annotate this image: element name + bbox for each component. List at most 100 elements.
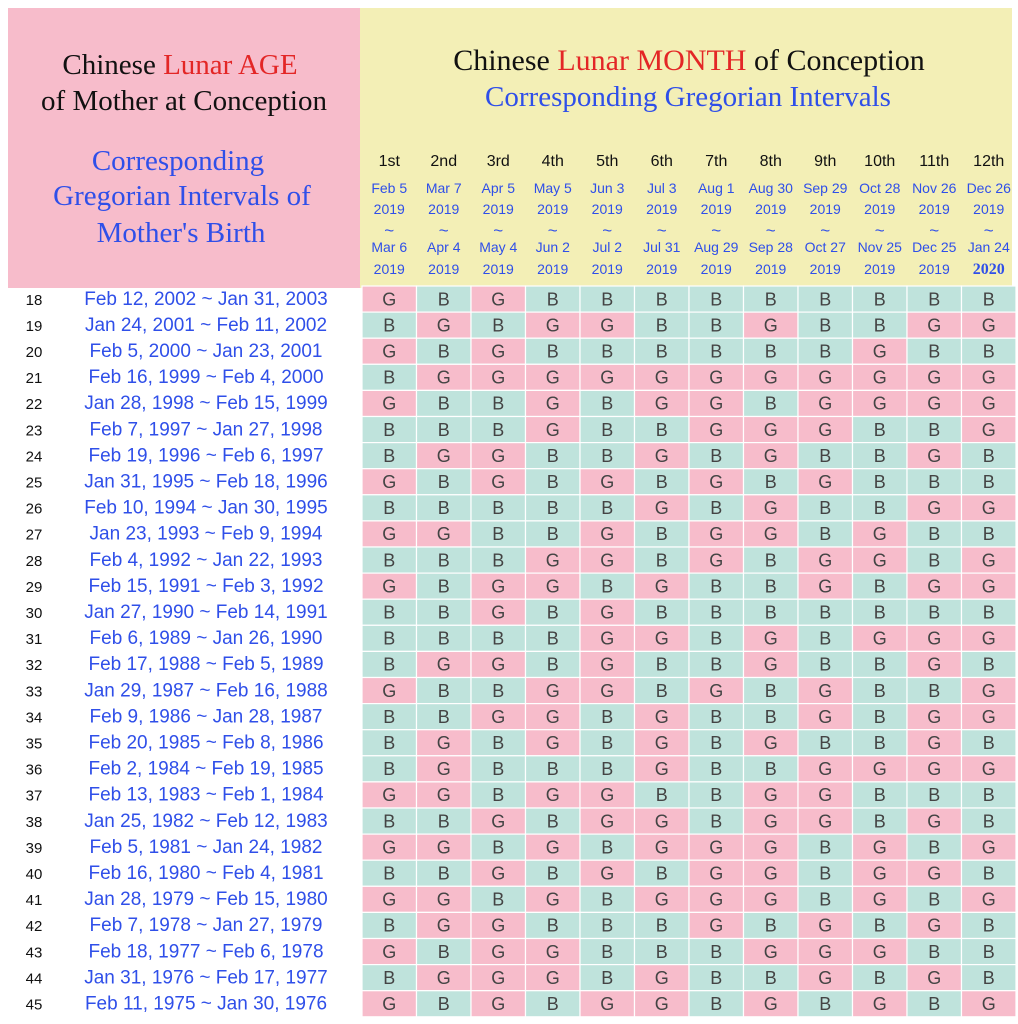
cell-25-3: G [470,468,527,496]
cell-21-2: G [415,363,472,391]
girl-mark: G [818,681,832,701]
cell-background [851,807,908,835]
boy-mark: B [710,603,722,623]
girl-mark: G [873,890,887,910]
cell-29-3: G [470,572,527,600]
cell-background [960,963,1017,992]
cell-31-1: B [361,624,418,652]
row-label-27: 27 Jan 23, 1993 ~ Feb 9, 1994 [26,524,323,545]
cell-19-8: G [742,311,799,339]
boy-mark: B [983,603,995,623]
cell-34-4: G [524,702,581,731]
cell-41-5: B [579,885,636,913]
cell-background [906,494,963,522]
cell-35-12: B [960,729,1017,757]
cell-background [906,990,963,1018]
birth-interval-label: Feb 20, 1985 ~ Feb 8, 1986 [88,732,323,753]
girl-mark: G [546,368,560,388]
girl-mark: G [546,837,560,857]
boy-mark: B [547,759,559,779]
month-separator: ~ [875,221,885,240]
age-label: 33 [26,683,43,700]
boy-mark: B [710,446,722,466]
boy-mark: B [383,603,395,623]
cell-background [960,285,1017,313]
girl-mark: G [709,368,723,388]
boy-mark: B [383,759,395,779]
cell-21-6: G [633,363,690,391]
cell-background [361,494,418,522]
left-title-highlight: Lunar AGE [163,49,298,81]
cell-29-2: B [415,572,472,600]
cell-28-3: B [470,546,527,574]
cell-27-1: G [361,520,418,548]
cell-background [633,520,690,548]
month-separator: ~ [493,221,503,240]
month-separator: ~ [439,221,449,240]
cell-background [579,311,636,339]
girl-mark: G [600,315,614,335]
cell-43-1: G [361,937,418,966]
cell-19-1: B [361,311,418,339]
cell-background [361,755,418,783]
cell-37-10: B [851,781,908,809]
cell-22-9: G [797,389,854,418]
boy-mark: B [492,785,504,805]
cell-20-9: B [797,337,854,365]
cell-36-8: B [742,755,799,783]
cell-18-5: B [579,285,636,313]
girl-mark: G [709,916,723,936]
girl-mark: G [982,420,996,440]
row-label-28: 28 Feb 4, 1992 ~ Jan 22, 1993 [26,550,323,571]
cell-28-12: G [960,546,1017,574]
boy-mark: B [874,681,886,701]
cell-background [470,702,527,731]
row-label-22: 22 Jan 28, 1998 ~ Feb 15, 1999 [26,393,328,414]
girl-mark: G [600,994,614,1014]
cell-25-7: G [688,468,745,496]
cell-background [906,781,963,809]
cell-22-2: B [415,389,472,418]
cell-background [906,937,963,966]
cell-background [633,937,690,966]
boy-mark: B [928,289,940,309]
cell-41-9: B [797,885,854,913]
girl-mark: G [927,733,941,753]
cell-26-8: G [742,494,799,522]
right-title-prefix: Chinese [453,44,557,77]
girl-mark: G [873,864,887,884]
boy-mark: B [765,968,777,988]
girl-mark: G [546,733,560,753]
month-start-year: 2019 [483,201,514,217]
boy-mark: B [819,289,831,309]
cell-41-10: G [851,885,908,913]
cell-26-5: B [579,494,636,522]
month-label: 10th [864,153,895,170]
boy-mark: B [492,420,504,440]
row-label-24: 24 Feb 19, 1996 ~ Feb 6, 1997 [26,445,324,466]
cell-43-11: B [906,937,963,966]
boy-mark: B [383,916,395,936]
right-title-highlight: Lunar MONTH [557,44,746,77]
boy-mark: B [438,603,450,623]
girl-mark: G [655,446,669,466]
cell-30-7: B [688,598,745,626]
girl-mark: G [655,968,669,988]
cell-background [851,624,908,652]
cell-background [960,494,1017,522]
boy-mark: B [983,342,995,362]
cell-38-2: B [415,807,472,835]
cell-background [688,546,745,574]
row-label-19: 19 Jan 24, 2001 ~ Feb 11, 2002 [26,315,327,336]
girl-mark: G [873,994,887,1014]
girl-mark: G [818,916,832,936]
cell-42-3: G [470,911,527,940]
cell-background [633,311,690,339]
month-start-year: 2019 [537,201,568,217]
cell-41-6: G [633,885,690,913]
cell-background [361,572,418,600]
right-title-line1: Chinese Lunar MONTH of Conception [453,44,925,77]
girl-mark: G [982,315,996,335]
cell-20-11: B [906,337,963,365]
